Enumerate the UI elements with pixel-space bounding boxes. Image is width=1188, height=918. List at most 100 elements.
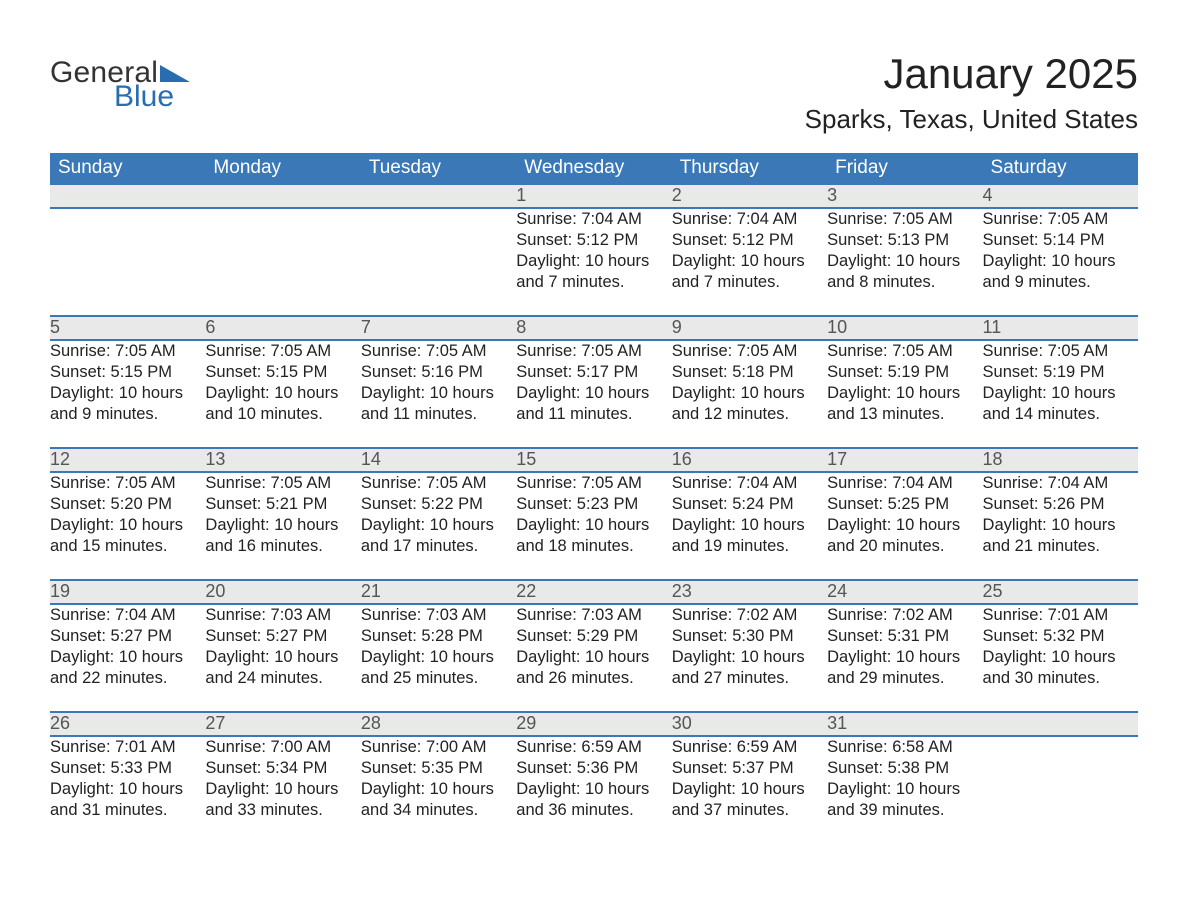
week-number-row: 1234 [50,184,1138,208]
sunrise-line: Sunrise: 7:04 AM [672,209,827,230]
day-content-cell: Sunrise: 7:00 AMSunset: 5:34 PMDaylight:… [205,736,360,832]
sunset-line: Sunset: 5:29 PM [516,626,671,647]
sunrise-line: Sunrise: 7:03 AM [516,605,671,626]
calendar-page: General Blue January 2025 Sparks, Texas,… [0,0,1188,872]
sunrise-line: Sunrise: 7:01 AM [983,605,1138,626]
sunrise-line: Sunrise: 7:05 AM [205,341,360,362]
day-content-cell [983,736,1138,832]
sunrise-line: Sunrise: 7:04 AM [827,473,982,494]
sunset-line: Sunset: 5:31 PM [827,626,982,647]
day-content-cell [50,208,205,316]
daylight-line: Daylight: 10 hours and 15 minutes. [50,515,205,557]
sunrise-line: Sunrise: 7:02 AM [672,605,827,626]
daylight-line: Daylight: 10 hours and 21 minutes. [983,515,1138,557]
sunset-line: Sunset: 5:28 PM [361,626,516,647]
day-number-cell [205,184,360,208]
calendar-body: 1234Sunrise: 7:04 AMSunset: 5:12 PMDayli… [50,184,1138,832]
sunset-line: Sunset: 5:32 PM [983,626,1138,647]
sunset-line: Sunset: 5:21 PM [205,494,360,515]
daylight-line: Daylight: 10 hours and 14 minutes. [983,383,1138,425]
day-number-cell: 11 [983,316,1138,340]
day-content-cell: Sunrise: 7:05 AMSunset: 5:19 PMDaylight:… [983,340,1138,448]
sunrise-line: Sunrise: 7:05 AM [983,341,1138,362]
daylight-line: Daylight: 10 hours and 24 minutes. [205,647,360,689]
sunset-line: Sunset: 5:24 PM [672,494,827,515]
day-content-cell: Sunrise: 7:05 AMSunset: 5:16 PMDaylight:… [361,340,516,448]
sunset-line: Sunset: 5:19 PM [983,362,1138,383]
daylight-line: Daylight: 10 hours and 30 minutes. [983,647,1138,689]
day-number-cell: 23 [672,580,827,604]
daylight-line: Daylight: 10 hours and 20 minutes. [827,515,982,557]
day-content-cell: Sunrise: 7:01 AMSunset: 5:32 PMDaylight:… [983,604,1138,712]
sunrise-line: Sunrise: 7:03 AM [361,605,516,626]
day-number-cell: 29 [516,712,671,736]
day-content-cell: Sunrise: 7:05 AMSunset: 5:17 PMDaylight:… [516,340,671,448]
sunset-line: Sunset: 5:17 PM [516,362,671,383]
day-header: Wednesday [516,153,671,184]
daylight-line: Daylight: 10 hours and 9 minutes. [983,251,1138,293]
day-number-cell: 14 [361,448,516,472]
day-number-cell: 1 [516,184,671,208]
daylight-line: Daylight: 10 hours and 13 minutes. [827,383,982,425]
daylight-line: Daylight: 10 hours and 34 minutes. [361,779,516,821]
day-header: Monday [205,153,360,184]
day-number-cell: 15 [516,448,671,472]
sunrise-line: Sunrise: 6:58 AM [827,737,982,758]
sunset-line: Sunset: 5:27 PM [50,626,205,647]
day-number-cell: 22 [516,580,671,604]
day-number-cell: 30 [672,712,827,736]
month-title: January 2025 [805,50,1138,98]
day-number-cell [50,184,205,208]
week-number-row: 567891011 [50,316,1138,340]
sunrise-line: Sunrise: 7:04 AM [672,473,827,494]
day-number-cell: 5 [50,316,205,340]
day-header: Sunday [50,153,205,184]
sunset-line: Sunset: 5:25 PM [827,494,982,515]
sunrise-line: Sunrise: 6:59 AM [516,737,671,758]
day-content-cell: Sunrise: 7:03 AMSunset: 5:28 PMDaylight:… [361,604,516,712]
page-header: General Blue January 2025 Sparks, Texas,… [50,40,1138,145]
sunset-line: Sunset: 5:13 PM [827,230,982,251]
daylight-line: Daylight: 10 hours and 10 minutes. [205,383,360,425]
sunrise-line: Sunrise: 7:05 AM [672,341,827,362]
day-content-cell: Sunrise: 7:05 AMSunset: 5:22 PMDaylight:… [361,472,516,580]
day-number-cell: 18 [983,448,1138,472]
sunset-line: Sunset: 5:18 PM [672,362,827,383]
day-content-cell: Sunrise: 7:04 AMSunset: 5:12 PMDaylight:… [516,208,671,316]
sunset-line: Sunset: 5:12 PM [516,230,671,251]
sunrise-line: Sunrise: 7:04 AM [983,473,1138,494]
sunrise-line: Sunrise: 7:04 AM [516,209,671,230]
day-number-cell: 7 [361,316,516,340]
daylight-line: Daylight: 10 hours and 12 minutes. [672,383,827,425]
sunset-line: Sunset: 5:16 PM [361,362,516,383]
sunrise-line: Sunrise: 7:05 AM [205,473,360,494]
day-number-cell [361,184,516,208]
logo-word-2: Blue [114,82,190,112]
sunrise-line: Sunrise: 7:00 AM [361,737,516,758]
title-block: January 2025 Sparks, Texas, United State… [805,40,1138,145]
day-number-cell [983,712,1138,736]
logo: General Blue [50,40,190,112]
day-content-cell: Sunrise: 7:02 AMSunset: 5:30 PMDaylight:… [672,604,827,712]
day-number-cell: 3 [827,184,982,208]
day-content-cell: Sunrise: 7:01 AMSunset: 5:33 PMDaylight:… [50,736,205,832]
day-header: Friday [827,153,982,184]
day-number-cell: 27 [205,712,360,736]
week-content-row: Sunrise: 7:05 AMSunset: 5:20 PMDaylight:… [50,472,1138,580]
sunrise-line: Sunrise: 7:03 AM [205,605,360,626]
day-content-cell: Sunrise: 6:58 AMSunset: 5:38 PMDaylight:… [827,736,982,832]
day-number-cell: 25 [983,580,1138,604]
daylight-line: Daylight: 10 hours and 7 minutes. [516,251,671,293]
week-number-row: 19202122232425 [50,580,1138,604]
sunrise-line: Sunrise: 7:05 AM [50,473,205,494]
sunrise-line: Sunrise: 7:05 AM [50,341,205,362]
day-number-cell: 9 [672,316,827,340]
day-number-cell: 21 [361,580,516,604]
day-content-cell: Sunrise: 6:59 AMSunset: 5:37 PMDaylight:… [672,736,827,832]
daylight-line: Daylight: 10 hours and 36 minutes. [516,779,671,821]
daylight-line: Daylight: 10 hours and 18 minutes. [516,515,671,557]
sunset-line: Sunset: 5:22 PM [361,494,516,515]
sunset-line: Sunset: 5:37 PM [672,758,827,779]
sunrise-line: Sunrise: 7:02 AM [827,605,982,626]
day-number-cell: 19 [50,580,205,604]
